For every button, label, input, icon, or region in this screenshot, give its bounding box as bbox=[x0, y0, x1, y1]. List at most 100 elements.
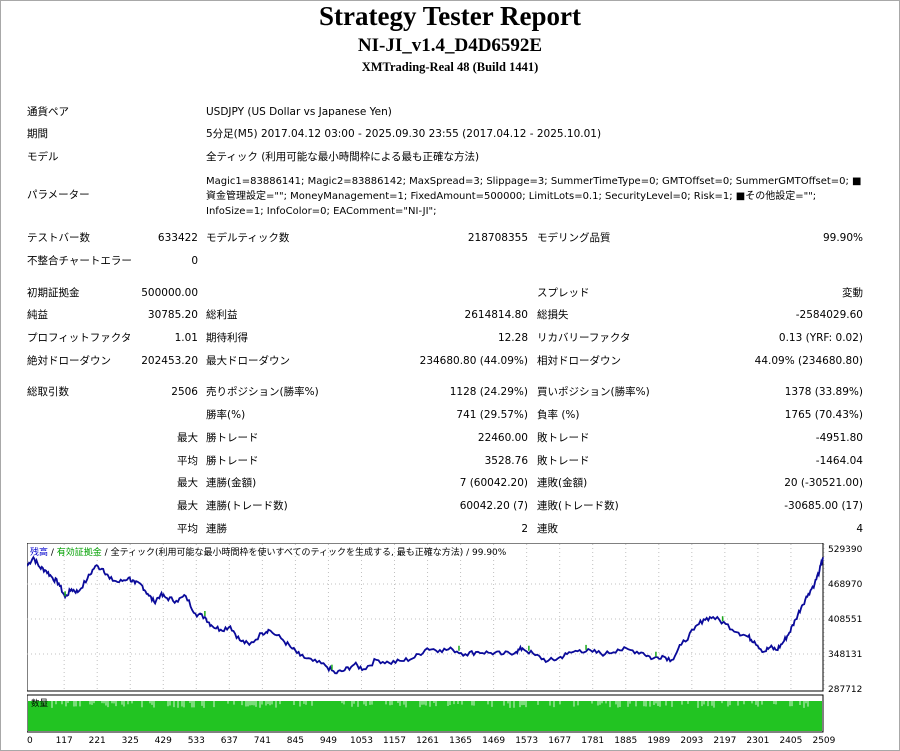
legend-model: 全ティック(利用可能な最小時間枠を使いすべてのティックを生成する, 最も正確な方… bbox=[111, 546, 464, 558]
gross-profit-label: 総利益 bbox=[206, 309, 238, 321]
legend-sep-2: / bbox=[102, 548, 111, 558]
x-tick-label: 533 bbox=[188, 736, 205, 746]
max-consec-loss-value: 20 (-30521.00) bbox=[784, 477, 863, 489]
report-subtitle: NI-JI_v1.4_D4D6592E bbox=[357, 35, 543, 56]
avg-label-1: 平均 bbox=[177, 455, 198, 467]
max-dd-label: 最大ドローダウン bbox=[206, 355, 290, 367]
period-label: 期間 bbox=[27, 128, 48, 140]
lossrate-value: 1765 (70.43%) bbox=[784, 409, 863, 421]
max-label-1: 最大 bbox=[177, 432, 198, 444]
max-consec-lossamt-value: -30685.00 (17) bbox=[784, 500, 863, 512]
symbol-value: USDJPY (US Dollar vs Japanese Yen) bbox=[206, 106, 392, 118]
x-tick-label: 117 bbox=[56, 736, 73, 746]
params-value: Magic1=83886141; Magic2=83886142; MaxSpr… bbox=[206, 176, 862, 217]
trades-value: 2506 bbox=[171, 386, 198, 398]
params-label: パラメーター bbox=[27, 189, 90, 201]
quality-value: 99.90% bbox=[822, 232, 863, 244]
max-dd-value: 234680.80 (44.09%) bbox=[419, 355, 528, 367]
symbol-label: 通貨ペア bbox=[27, 106, 69, 118]
x-tick-label: 845 bbox=[287, 736, 304, 746]
trades-label: 総取引数 bbox=[27, 386, 69, 398]
x-tick-label: 1157 bbox=[383, 736, 406, 746]
legend-equity: 有効証拠金 bbox=[57, 546, 102, 558]
y-tick-label: 348131 bbox=[828, 650, 862, 660]
recovery-value: 0.13 (YRF: 0.02) bbox=[778, 332, 863, 344]
x-tick-label: 2509 bbox=[812, 736, 835, 746]
x-tick-label: 2301 bbox=[746, 736, 769, 746]
short-label: 売りポジション(勝率%) bbox=[206, 386, 319, 398]
volume-bars bbox=[28, 701, 822, 731]
largest-loss-label: 敗トレード bbox=[537, 432, 590, 444]
x-tick-label: 1885 bbox=[614, 736, 637, 746]
x-tick-label: 1989 bbox=[647, 736, 670, 746]
balance-series-line bbox=[27, 555, 824, 675]
mismatch-value: 0 bbox=[191, 255, 198, 267]
x-tick-label: 2405 bbox=[779, 736, 802, 746]
max-label-3: 最大 bbox=[177, 500, 198, 512]
rel-dd-label: 相対ドローダウン bbox=[537, 355, 621, 367]
bars-label: テストバー数 bbox=[27, 232, 90, 244]
legend-quality: / 99.90% bbox=[463, 548, 507, 558]
report-title: Strategy Tester Report bbox=[319, 1, 581, 31]
expected-value: 12.28 bbox=[497, 332, 528, 344]
net-label: 純益 bbox=[27, 309, 48, 321]
x-axis: 0 117 221 325 429 533 637 741 845 949 1053 1157 1261… bbox=[27, 736, 836, 746]
largest-loss-value: -4951.80 bbox=[815, 432, 863, 444]
avg-consec-win-value: 2 bbox=[521, 523, 528, 535]
recovery-label: リカバリーファクタ bbox=[537, 332, 631, 344]
x-tick-label: 1573 bbox=[515, 736, 538, 746]
pf-value: 1.01 bbox=[174, 332, 198, 344]
model-value: 全ティック (利用可能な最小時間枠による最も正確な方法) bbox=[206, 151, 480, 163]
x-tick-label: 949 bbox=[320, 736, 337, 746]
x-tick-label: 1781 bbox=[581, 736, 604, 746]
mismatch-label: 不整合チャートエラー bbox=[27, 255, 132, 267]
model-label: モデル bbox=[27, 151, 59, 163]
x-tick-label: 637 bbox=[221, 736, 238, 746]
max-label-2: 最大 bbox=[177, 477, 198, 489]
y-tick-label: 287712 bbox=[828, 685, 862, 695]
expected-label: 期待利得 bbox=[206, 332, 248, 344]
lossrate-label: 負率 (%) bbox=[537, 409, 580, 421]
abs-dd-value: 202453.20 bbox=[141, 355, 198, 367]
chart-legend: 残高 / 有効証拠金 / 全ティック(利用可能な最小時間枠を使いすべてのティック… bbox=[30, 546, 507, 558]
volume-label: 数量 bbox=[31, 698, 49, 709]
quality-label: モデリング品質 bbox=[537, 232, 611, 244]
avg-consec-loss-value: 4 bbox=[856, 523, 863, 535]
abs-dd-label: 絶対ドローダウン bbox=[27, 355, 111, 367]
max-consec-win-value: 7 (60042.20) bbox=[459, 477, 528, 489]
x-tick-label: 1469 bbox=[482, 736, 505, 746]
ticks-value: 218708355 bbox=[467, 232, 528, 244]
avg-consec-win-label: 連勝 bbox=[206, 523, 227, 535]
bars-value: 633422 bbox=[157, 232, 198, 244]
x-tick-label: 2197 bbox=[713, 736, 736, 746]
max-consec-profit-label: 連勝(トレード数) bbox=[206, 500, 288, 512]
largest-win-label: 勝トレード bbox=[206, 432, 259, 444]
max-consec-win-label: 連勝(金額) bbox=[206, 477, 257, 489]
x-tick-label: 429 bbox=[155, 736, 172, 746]
x-tick-label: 0 bbox=[27, 736, 33, 746]
gross-profit-value: 2614814.80 bbox=[464, 309, 528, 321]
avg-consec-loss-label: 連敗 bbox=[537, 523, 558, 535]
x-tick-label: 1261 bbox=[416, 736, 439, 746]
y-tick-label: 468970 bbox=[828, 580, 863, 590]
x-tick-label: 221 bbox=[89, 736, 106, 746]
x-tick-label: 325 bbox=[122, 736, 139, 746]
max-consec-loss-label: 連敗(金額) bbox=[537, 477, 588, 489]
largest-win-value: 22460.00 bbox=[477, 432, 528, 444]
net-value: 30785.20 bbox=[147, 309, 198, 321]
pf-label: プロフィットファクタ bbox=[27, 332, 132, 344]
x-tick-label: 741 bbox=[254, 736, 271, 746]
gross-loss-label: 総損失 bbox=[537, 309, 569, 321]
long-value: 1378 (33.89%) bbox=[784, 386, 863, 398]
x-tick-label: 2093 bbox=[680, 736, 703, 746]
y-tick-label: 408551 bbox=[828, 615, 862, 625]
short-value: 1128 (24.29%) bbox=[449, 386, 528, 398]
y-tick-label: 529390 bbox=[828, 545, 863, 555]
winrate-value: 741 (29.57%) bbox=[456, 409, 528, 421]
avg-win-label: 勝トレード bbox=[206, 455, 259, 467]
legend-balance: 残高 bbox=[30, 546, 48, 558]
legend-sep-1: / bbox=[48, 548, 57, 558]
winrate-label: 勝率(%) bbox=[206, 409, 246, 421]
balance-chart-svg: 529390 468970 408551 348131 287712 残高 / 有効証拠… bbox=[27, 543, 863, 733]
x-tick-label: 1365 bbox=[449, 736, 472, 746]
